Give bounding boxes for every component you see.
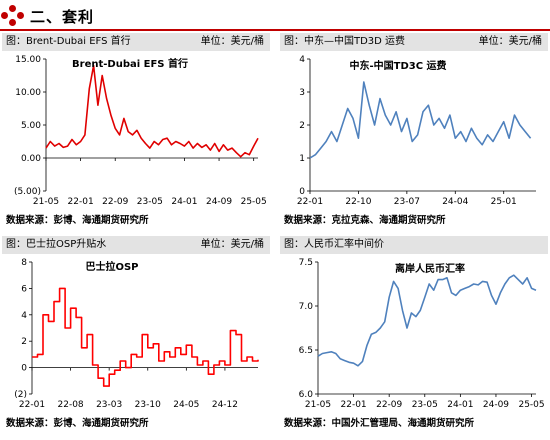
x-tick-label: 24-12 xyxy=(212,400,238,410)
panel-header-unit: 单位：美元/桶 xyxy=(200,239,264,250)
y-tick-label: 6 xyxy=(21,284,27,294)
y-tick-label: 0 xyxy=(21,364,27,374)
chart-brent-dubai-efs: (5.00) 0.00 5.00 10.00 15.00 21-05 22-01 22-09 2… xyxy=(14,55,267,207)
chart-title: Brent-Dubai EFS 首行 xyxy=(72,57,188,70)
y-tick-label: 15.00 xyxy=(15,55,41,65)
panel-header-label: 图：人民币汇率中间价 xyxy=(284,239,384,250)
panel-source: 数据来源：彭博、海通期货研究所 xyxy=(6,215,149,226)
x-tick-label: 25-05 xyxy=(518,400,544,410)
y-tick-label: 1 xyxy=(299,154,305,164)
x-tick-label: 22-01 xyxy=(297,197,323,207)
chart-rmb-rate: 6.0 6.5 7.0 7.5 21-05 22-01 22-09 23-05 24-01 24-… xyxy=(299,258,545,410)
y-tick-label: 6.0 xyxy=(299,390,314,400)
x-tick-label: 23-07 xyxy=(394,197,420,207)
y-tick-label: 7.0 xyxy=(299,302,314,312)
x-tick-label: 22-09 xyxy=(376,400,402,410)
y-tick-label: 4 xyxy=(299,55,305,65)
chart-title: 离岸人民币汇率 xyxy=(395,262,465,275)
x-tick-label: 22-01 xyxy=(341,400,367,410)
section-title: 二、套利 xyxy=(30,7,95,26)
x-tick-label: 22-09 xyxy=(102,197,128,207)
x-tick-label: 22-01 xyxy=(68,197,94,207)
chart-td3c-freight: 0 1 2 3 4 22-01 22-10 23-07 24-04 25-01 中东-中国TD3C … xyxy=(297,55,536,207)
x-tick-label: 24-04 xyxy=(442,197,468,207)
panel-header-label: 图：中东—中国TD3D 运费 xyxy=(284,36,406,47)
panel-source: 数据来源：中国外汇管理局、海通期货研究所 xyxy=(284,418,475,429)
panel-td3c-freight: 图：中东—中国TD3D 运费 单位：美元/桶 0 1 2 3 4 22-01 22-10 23… xyxy=(280,33,548,228)
y-tick-label: (2) xyxy=(14,390,27,400)
panel-source: 数据来源：克拉克森、海通期货研究所 xyxy=(284,215,446,226)
series-line xyxy=(32,287,259,387)
series-line xyxy=(317,274,537,367)
x-tick-label: 21-05 xyxy=(305,400,331,410)
panel-rmb-rate: 图：人民币汇率中间价 6.0 6.5 7.0 7.5 21-05 22-01 22-09 23… xyxy=(280,236,548,431)
y-tick-label: 8 xyxy=(21,258,27,268)
x-tick-label: 24-05 xyxy=(173,400,199,410)
x-tick-label: 25-01 xyxy=(491,197,517,207)
title-bullet-icon xyxy=(0,3,26,29)
panel-header-label: 图：Brent-Dubai EFS 首行 xyxy=(6,36,131,47)
y-tick-label: 7.5 xyxy=(299,258,313,268)
panel-header: 图：巴士拉OSP升贴水 单位：美元/桶 xyxy=(2,236,270,254)
panel-header: 图：Brent-Dubai EFS 首行 单位：美元/桶 xyxy=(2,33,270,51)
chart-title: 中东-中国TD3C 运费 xyxy=(349,59,446,72)
y-tick-label: 5.00 xyxy=(21,121,41,131)
y-tick-label: 0 xyxy=(299,187,305,197)
panel-header: 图：中东—中国TD3D 运费 单位：美元/桶 xyxy=(280,33,548,51)
panel-header-unit: 单位：美元/桶 xyxy=(478,36,542,47)
panel-brent-dubai-efs: 图：Brent-Dubai EFS 首行 单位：美元/桶 (5.00) 0.00 5… xyxy=(2,33,270,228)
y-tick-label: 3 xyxy=(299,88,305,98)
x-tick-label: 22-08 xyxy=(58,400,84,410)
y-tick-label: 0.00 xyxy=(21,154,41,164)
y-tick-label: 6.5 xyxy=(299,346,313,356)
panel-source: 数据来源：彭博、海通期货研究所 xyxy=(6,418,149,429)
x-tick-label: 23-05 xyxy=(412,400,438,410)
y-tick-label: 2 xyxy=(21,337,27,347)
chart-basrah-osp: (2) 0 2 4 6 8 22-01 22-08 23-03 23-10 24-05 24-12 巴士… xyxy=(14,258,259,410)
x-tick-label: 23-03 xyxy=(96,400,122,410)
x-tick-label: 24-09 xyxy=(483,400,509,410)
x-tick-label: 23-10 xyxy=(135,400,161,410)
x-tick-label: 21-05 xyxy=(33,197,59,207)
x-tick-label: 22-10 xyxy=(345,197,371,207)
y-tick-label: 10.00 xyxy=(15,88,41,98)
panel-header: 图：人民币汇率中间价 xyxy=(280,236,548,254)
title-divider xyxy=(0,29,550,31)
series-line xyxy=(309,81,532,159)
x-tick-label: 22-01 xyxy=(19,400,45,410)
x-tick-label: 24-09 xyxy=(206,197,232,207)
panel-header-label: 图：巴士拉OSP升贴水 xyxy=(6,239,107,250)
panel-header-unit: 单位：美元/桶 xyxy=(200,36,264,47)
x-tick-label: 23-05 xyxy=(137,197,163,207)
series-line xyxy=(45,64,259,158)
x-tick-label: 24-01 xyxy=(447,400,473,410)
panel-basrah-osp: 图：巴士拉OSP升贴水 单位：美元/桶 (2) 0 2 4 6 8 22-01 22-08 23… xyxy=(2,236,270,431)
page-title: 二、套利 xyxy=(0,2,94,30)
x-tick-label: 24-01 xyxy=(171,197,197,207)
y-tick-label: (5.00) xyxy=(14,187,41,197)
x-tick-label: 25-05 xyxy=(241,197,267,207)
y-tick-label: 2 xyxy=(299,121,305,131)
y-tick-label: 4 xyxy=(21,311,27,321)
chart-title: 巴士拉OSP xyxy=(85,260,138,273)
